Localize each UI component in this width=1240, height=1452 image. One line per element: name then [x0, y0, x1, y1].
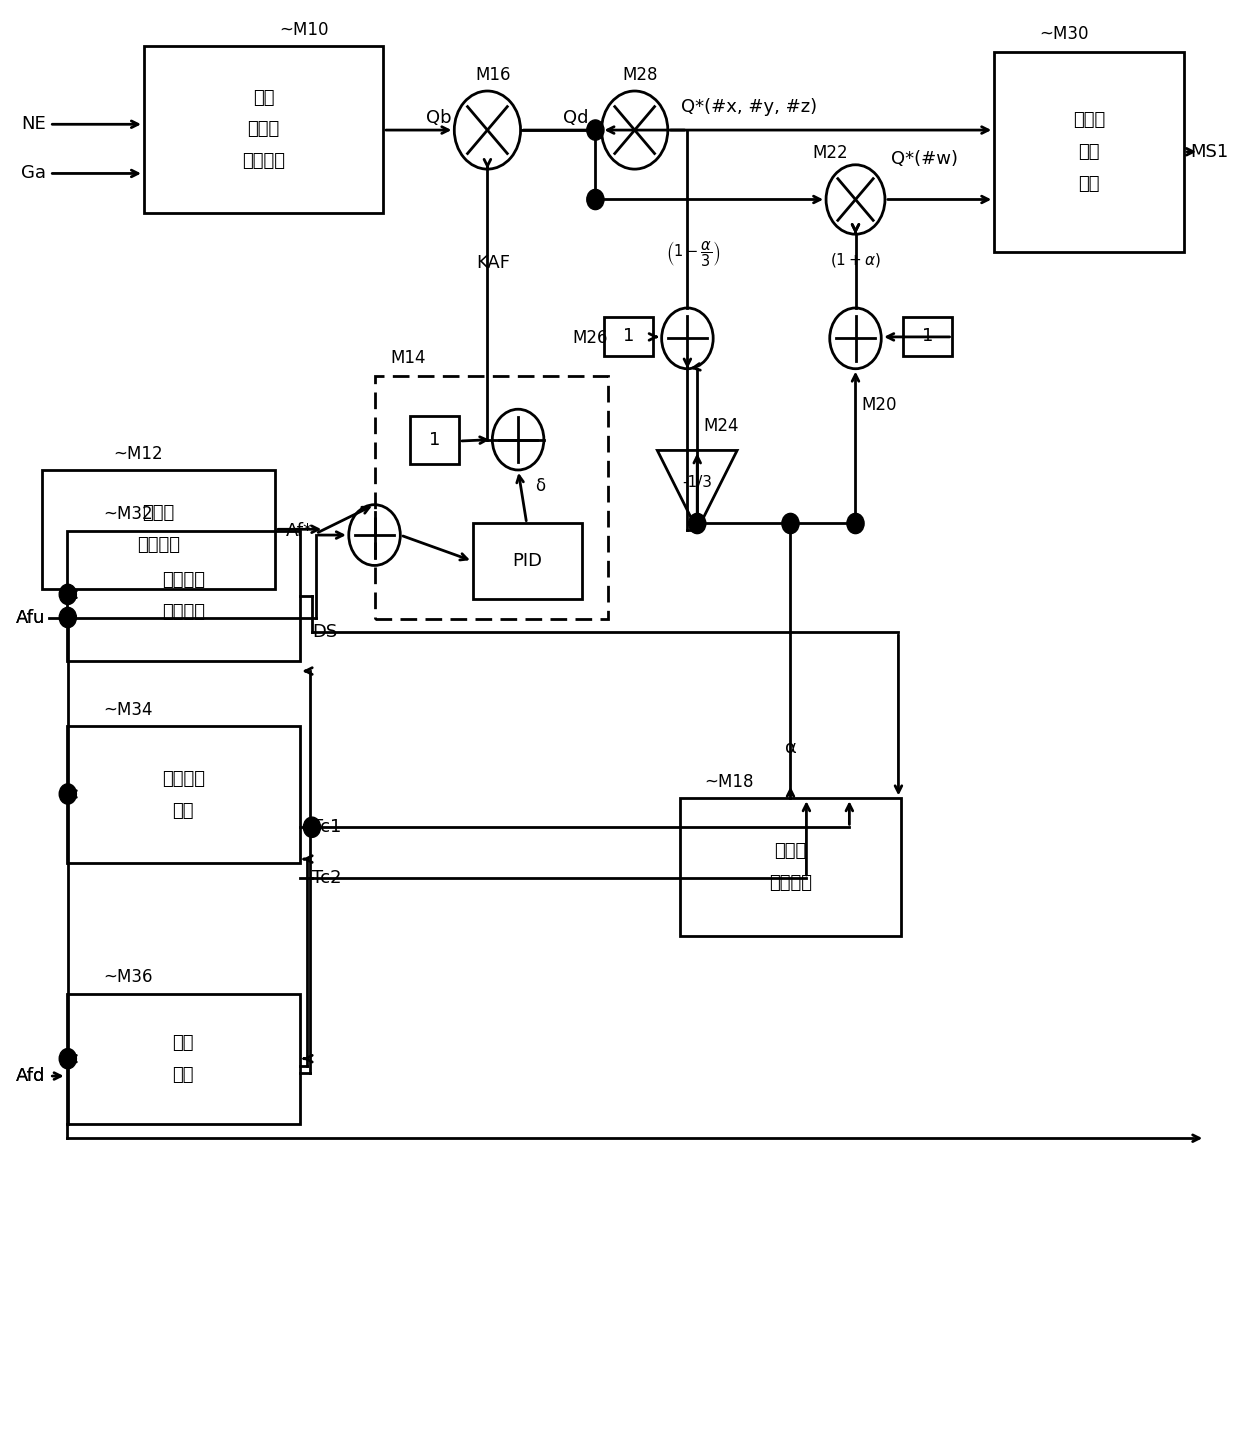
- Text: 1: 1: [923, 327, 934, 346]
- Bar: [374, 376, 608, 619]
- Circle shape: [688, 514, 706, 534]
- Bar: [67, 993, 300, 1124]
- Text: DS: DS: [312, 623, 337, 640]
- Text: ~M18: ~M18: [704, 772, 754, 791]
- Text: Afd: Afd: [16, 1067, 46, 1085]
- Text: Tc2: Tc2: [312, 868, 341, 887]
- Text: 算出処理: 算出処理: [161, 603, 205, 621]
- Bar: [42, 470, 275, 588]
- Bar: [472, 524, 582, 598]
- Text: 算出処理: 算出処理: [242, 152, 285, 170]
- Text: Qd: Qd: [563, 109, 588, 128]
- Circle shape: [587, 121, 604, 141]
- Circle shape: [587, 189, 604, 209]
- Text: 要求値: 要求値: [774, 842, 806, 860]
- Circle shape: [782, 514, 799, 534]
- Text: 硫中毒量: 硫中毒量: [161, 571, 205, 590]
- Text: 1: 1: [429, 431, 440, 449]
- Circle shape: [60, 1048, 77, 1069]
- Text: 処理: 処理: [172, 1066, 193, 1083]
- Text: 1: 1: [622, 327, 634, 346]
- Circle shape: [60, 584, 77, 604]
- Text: Tc1: Tc1: [312, 819, 341, 836]
- Text: 喷射量: 喷射量: [247, 121, 280, 138]
- Text: 処理: 処理: [172, 802, 193, 819]
- Text: ~M10: ~M10: [279, 20, 329, 39]
- Text: $\left(1-\dfrac{\alpha}{3}\right)$: $\left(1-\dfrac{\alpha}{3}\right)$: [666, 240, 720, 269]
- Text: 操作: 操作: [1079, 142, 1100, 161]
- Circle shape: [60, 607, 77, 627]
- Text: M14: M14: [391, 350, 427, 367]
- Text: M20: M20: [862, 396, 898, 414]
- Text: M22: M22: [812, 144, 848, 161]
- Bar: [67, 726, 300, 864]
- Text: Af*: Af*: [286, 521, 314, 540]
- Text: PID: PID: [512, 552, 542, 571]
- Text: ~M36: ~M36: [103, 968, 153, 986]
- Text: ~M30: ~M30: [1039, 25, 1089, 44]
- Bar: [904, 317, 952, 356]
- Text: Ga: Ga: [21, 164, 46, 183]
- Text: KAF: KAF: [476, 254, 511, 272]
- Bar: [680, 799, 901, 935]
- Text: ~M32: ~M32: [103, 505, 153, 524]
- Text: 温度推定: 温度推定: [161, 770, 205, 788]
- Text: -1/3: -1/3: [682, 475, 712, 491]
- Text: Q*(#w): Q*(#w): [892, 150, 959, 168]
- Bar: [144, 46, 383, 212]
- Text: Afu: Afu: [16, 608, 46, 626]
- Text: Qb: Qb: [427, 109, 451, 128]
- Text: 喷射量: 喷射量: [1073, 110, 1105, 129]
- Text: ~M12: ~M12: [113, 444, 162, 463]
- Bar: [994, 52, 1184, 251]
- Text: δ: δ: [536, 476, 546, 495]
- Text: 基础: 基础: [253, 89, 274, 106]
- Bar: [604, 317, 653, 356]
- Text: $(1+\alpha)$: $(1+\alpha)$: [830, 251, 880, 269]
- Text: Afd: Afd: [16, 1067, 46, 1085]
- Text: 设定処理: 设定処理: [138, 536, 180, 555]
- Text: NE: NE: [21, 115, 46, 134]
- Text: M16: M16: [475, 65, 511, 84]
- Text: M26: M26: [572, 330, 608, 347]
- Circle shape: [60, 784, 77, 804]
- Bar: [410, 417, 459, 465]
- Text: MS1: MS1: [1190, 142, 1229, 161]
- Circle shape: [847, 514, 864, 534]
- Text: ~M34: ~M34: [103, 701, 153, 719]
- Text: Afu: Afu: [16, 608, 46, 626]
- Text: 输出処理: 输出処理: [769, 874, 812, 892]
- Bar: [67, 531, 300, 661]
- Text: 诊断: 诊断: [172, 1034, 193, 1051]
- Text: M24: M24: [703, 417, 739, 436]
- Circle shape: [304, 817, 321, 838]
- Text: Q*(#x, #y, #z): Q*(#x, #y, #z): [681, 97, 817, 116]
- Text: α: α: [785, 739, 796, 756]
- Text: 目标値: 目标値: [143, 504, 175, 523]
- Text: 処理: 処理: [1079, 174, 1100, 193]
- Text: M28: M28: [622, 65, 658, 84]
